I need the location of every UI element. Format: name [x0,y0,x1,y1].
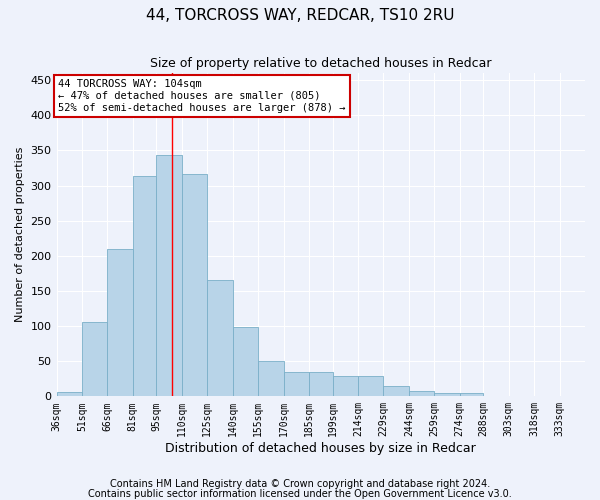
Bar [460,393,484,396]
X-axis label: Distribution of detached houses by size in Redcar: Distribution of detached houses by size … [166,442,476,455]
Bar [332,376,358,396]
Text: Contains HM Land Registry data © Crown copyright and database right 2024.: Contains HM Land Registry data © Crown c… [110,479,490,489]
Bar [434,393,460,396]
Title: Size of property relative to detached houses in Redcar: Size of property relative to detached ho… [150,58,491,70]
Text: Contains public sector information licensed under the Open Government Licence v3: Contains public sector information licen… [88,489,512,499]
Bar [133,176,157,396]
Bar [383,386,409,396]
Bar [258,361,284,396]
Bar [284,372,309,396]
Bar [309,372,332,396]
Bar [157,154,182,396]
Text: 44 TORCROSS WAY: 104sqm
← 47% of detached houses are smaller (805)
52% of semi-d: 44 TORCROSS WAY: 104sqm ← 47% of detache… [58,80,346,112]
Bar [233,328,258,396]
Bar [358,376,383,396]
Bar [107,248,133,396]
Text: 44, TORCROSS WAY, REDCAR, TS10 2RU: 44, TORCROSS WAY, REDCAR, TS10 2RU [146,8,454,22]
Bar [409,390,434,396]
Bar [207,280,233,396]
Bar [182,174,207,396]
Y-axis label: Number of detached properties: Number of detached properties [15,147,25,322]
Bar [82,322,107,396]
Bar [56,392,82,396]
